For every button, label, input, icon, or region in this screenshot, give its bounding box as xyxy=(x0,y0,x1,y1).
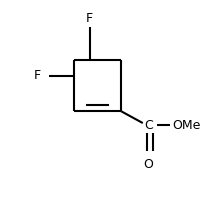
Text: C: C xyxy=(144,119,153,132)
Text: F: F xyxy=(34,69,41,82)
Text: OMe: OMe xyxy=(172,119,201,132)
Text: F: F xyxy=(86,12,93,25)
Text: O: O xyxy=(144,158,154,171)
